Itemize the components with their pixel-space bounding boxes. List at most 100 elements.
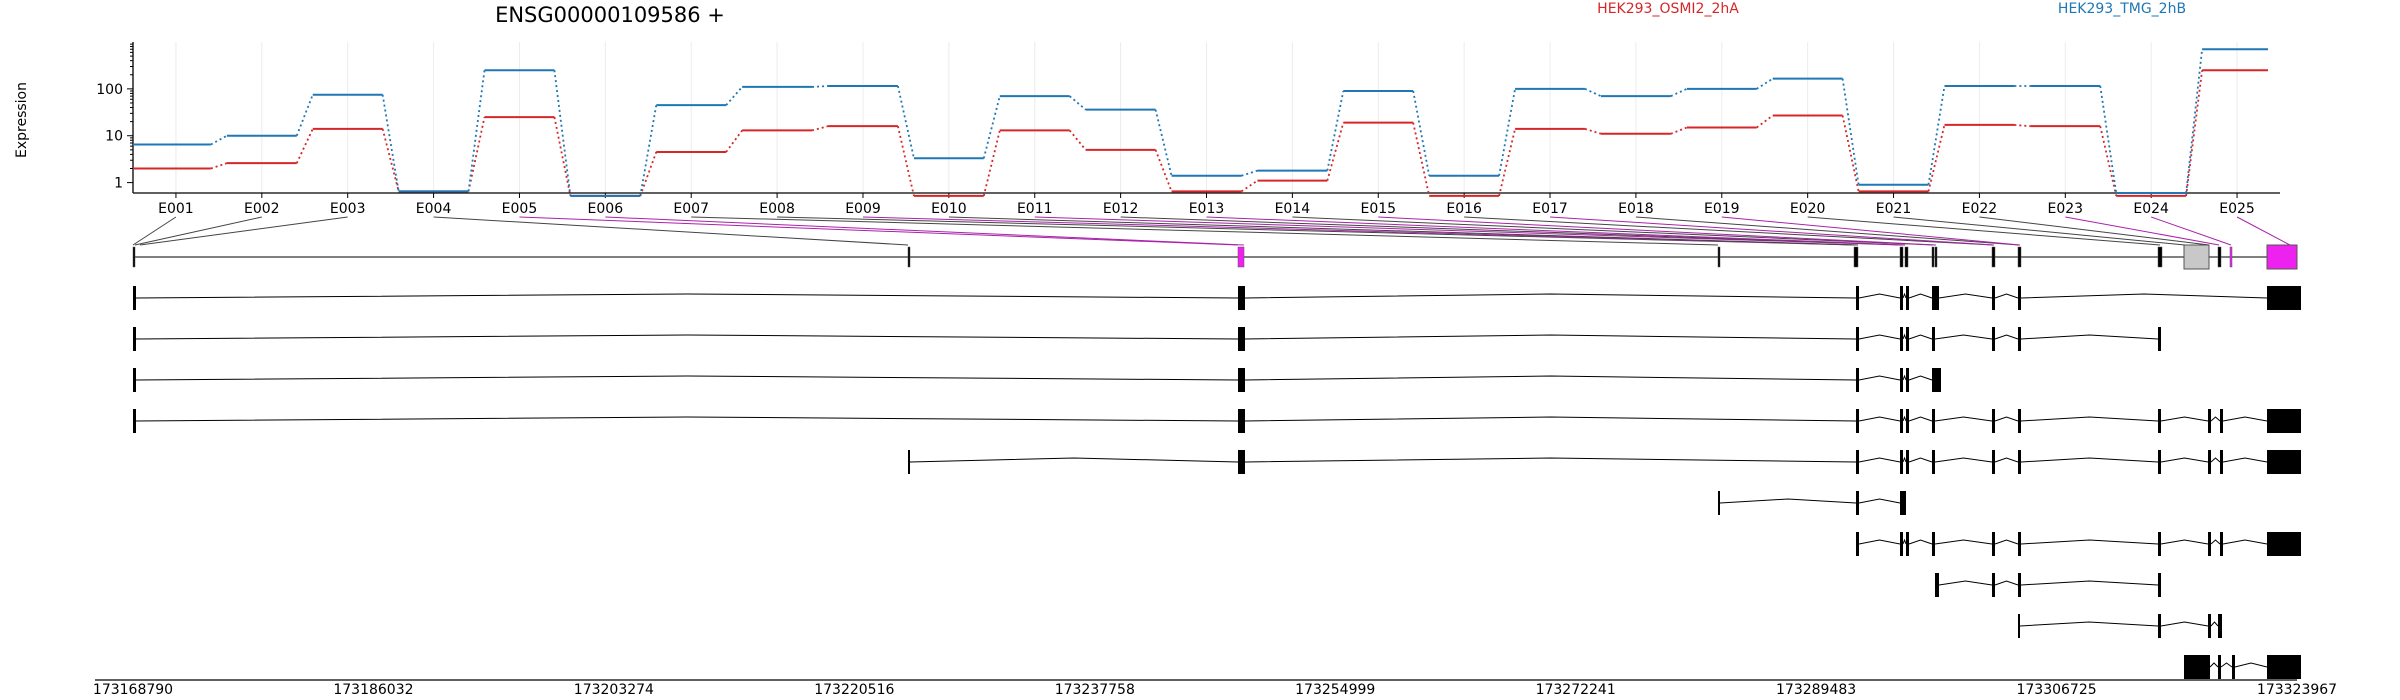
intron-line xyxy=(1938,580,1993,586)
intron-line xyxy=(135,375,1239,381)
intron-line xyxy=(2020,416,2159,422)
data-connector xyxy=(1412,122,1431,197)
x-tick-label: E021 xyxy=(1876,201,1912,217)
x-tick-label: E005 xyxy=(502,201,538,217)
data-connector xyxy=(639,151,658,197)
transcript-row xyxy=(133,327,2161,351)
data-connector xyxy=(897,85,915,159)
intron-line xyxy=(1994,580,2019,586)
expression-plot: 1 10 100 E001 E002 E003 E004 E005 E006 E007 E008 E0… xyxy=(96,42,2280,217)
intron-line xyxy=(1994,416,2019,422)
intron-line xyxy=(2160,457,2209,463)
intron-line xyxy=(1244,334,1857,340)
coding-exon xyxy=(1238,409,1245,433)
intron-line xyxy=(1908,293,1933,299)
x-tick-label: E012 xyxy=(1103,201,1139,217)
coding-exon xyxy=(2220,409,2223,433)
coding-exon xyxy=(1932,286,1939,310)
intron-line xyxy=(1719,498,1857,504)
exon-block xyxy=(2157,246,2163,268)
utr-exon xyxy=(2267,286,2301,310)
exon-link-line xyxy=(1979,216,2210,246)
data-connector xyxy=(553,116,572,197)
coding-exon xyxy=(1238,286,1245,310)
exon-link-line xyxy=(1206,216,1906,246)
intron-line xyxy=(1858,334,1901,340)
coding-exon xyxy=(2158,450,2161,474)
data-connector xyxy=(1841,78,1860,185)
intron-line xyxy=(1902,374,1907,381)
coordinate-tick-label: 173254999 xyxy=(1295,682,1375,698)
intron-line xyxy=(1858,293,1901,299)
x-tick-label: E018 xyxy=(1618,201,1654,217)
exon-link-line xyxy=(1034,216,1901,246)
coding-exon xyxy=(2232,655,2235,679)
data-connector xyxy=(725,86,743,106)
intron-line xyxy=(1908,539,1933,545)
exon-block xyxy=(2266,244,2298,270)
y-tick-label: 10 xyxy=(105,129,123,145)
x-tick-label: E006 xyxy=(588,201,624,217)
intron-line xyxy=(1934,539,1993,545)
data-connector xyxy=(2185,70,2204,197)
x-tick-label: E002 xyxy=(244,201,280,217)
coding-exon xyxy=(1856,368,1859,392)
coding-exon xyxy=(2218,614,2222,638)
intron-line xyxy=(2020,334,2159,340)
transcript-models xyxy=(133,286,2301,679)
transcript-row xyxy=(1856,532,2301,556)
x-tick-label: E022 xyxy=(1962,201,1998,217)
intron-line xyxy=(2160,539,2209,545)
exon-link-line xyxy=(2236,216,2291,246)
x-tick-label: E019 xyxy=(1704,201,1740,217)
coding-exon xyxy=(133,286,136,310)
exon-link-line xyxy=(2065,216,2220,246)
x-tick-label: E008 xyxy=(759,201,795,217)
coding-exon xyxy=(1906,532,1909,556)
coordinate-tick-label: 173220516 xyxy=(814,682,894,698)
coding-exon xyxy=(1906,450,1909,474)
intron-line xyxy=(2019,621,2159,627)
data-connector xyxy=(1841,115,1860,192)
coding-exon xyxy=(1932,327,1935,351)
transcript-row xyxy=(1935,573,2161,597)
intron-line xyxy=(2020,293,2268,299)
data-connector xyxy=(1498,128,1516,197)
utr-exon xyxy=(2267,655,2301,679)
coordinate-tick-label: 173306725 xyxy=(2016,682,2096,698)
intron-line xyxy=(1244,416,1857,422)
data-connector xyxy=(1756,77,1774,90)
intron-line xyxy=(1934,416,1993,422)
data-connector xyxy=(295,128,314,164)
coding-exon xyxy=(1900,327,1903,351)
coding-exon xyxy=(2158,327,2161,351)
intron-line xyxy=(2020,539,2159,545)
exon-link-line xyxy=(2151,216,2232,246)
x-tick-label: E025 xyxy=(2219,201,2255,217)
coding-exon xyxy=(133,327,136,351)
intron-line xyxy=(1994,457,2019,463)
exon-block xyxy=(1931,246,1935,268)
transcript-row xyxy=(1718,491,1906,515)
intron-line xyxy=(909,457,1239,463)
intron-line xyxy=(1858,539,1901,545)
exon-block xyxy=(1904,246,1909,268)
coding-exon xyxy=(1906,286,1909,310)
coding-exon xyxy=(2218,655,2221,679)
coding-exon xyxy=(2158,532,2161,556)
coding-exon xyxy=(1992,409,1995,433)
coding-exon xyxy=(1856,532,1859,556)
intron-line xyxy=(135,416,1239,422)
intron-line xyxy=(1858,375,1901,381)
data-connector xyxy=(982,95,1001,159)
exon-block xyxy=(1717,246,1721,268)
intron-line xyxy=(1244,293,1857,299)
data-connector xyxy=(553,70,572,197)
coding-exon xyxy=(908,450,910,474)
coding-exon xyxy=(1718,491,1720,515)
genomic-coordinate-axis: 173168790 173186032 173203274 173220516 1732… xyxy=(93,679,2337,698)
coding-exon xyxy=(2018,409,2021,433)
data-connector xyxy=(1240,179,1258,193)
coding-exon xyxy=(1906,368,1909,392)
intron-line xyxy=(2210,539,2221,545)
